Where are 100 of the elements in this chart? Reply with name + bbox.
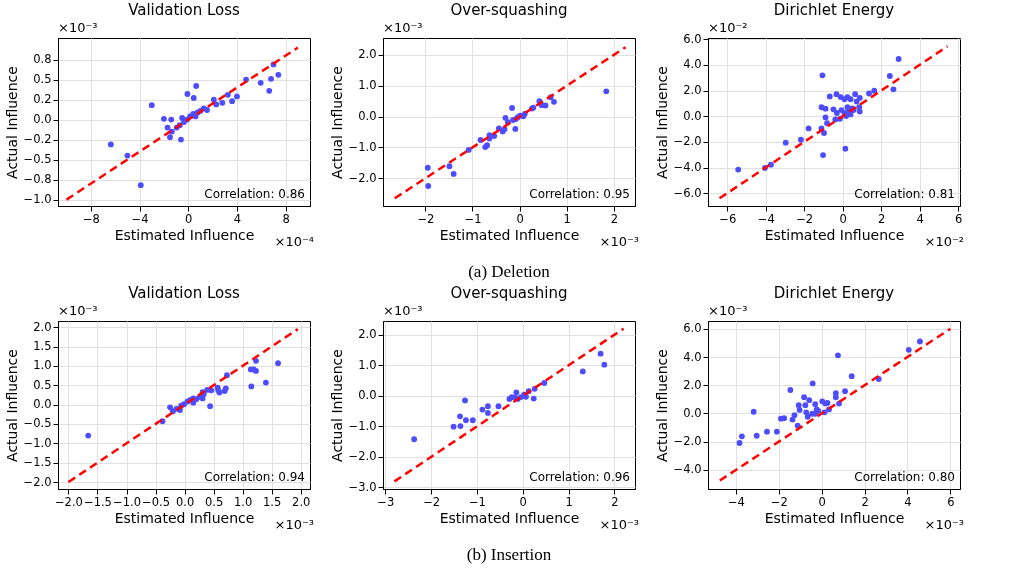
x-tick-label: −1.5 <box>84 494 112 509</box>
text: ×10⁻³ <box>599 234 639 249</box>
y-axis-title: Actual Influence <box>653 66 670 179</box>
x-tick-label: −4 <box>727 494 745 509</box>
x-tick-label: −1.0 <box>113 494 141 509</box>
x-tick-label: 2 <box>610 211 618 226</box>
y-tick-label: 1.5 <box>33 339 52 354</box>
y-tick-label: 2.0 <box>683 83 702 98</box>
x-tick-label: −4 <box>131 211 149 226</box>
text: (b) Insertion <box>466 545 552 564</box>
x-tick-label: −2 <box>770 494 788 509</box>
x-tick-label: 2 <box>861 494 869 509</box>
y-tick-label: 1.0 <box>33 358 52 373</box>
y-tick-label: 2.0 <box>683 377 702 392</box>
text: (a) Deletion <box>468 262 551 281</box>
x-tick-label: 8 <box>282 211 290 226</box>
x-tick-label: 4 <box>233 211 242 226</box>
y-tick-label: 4.0 <box>683 349 702 364</box>
y-tick-label: −0.2 <box>23 132 52 147</box>
x-tick-label: 1 <box>563 211 571 226</box>
y-tick-label: −1.0 <box>23 192 52 207</box>
y-tick-label: −2.0 <box>673 434 702 449</box>
chart-title: Validation Loss <box>128 1 241 19</box>
chart-title: Dirichlet Energy <box>773 284 895 302</box>
y-tick-label: 0.0 <box>33 397 52 412</box>
text: ×10⁻² <box>708 20 748 35</box>
x-tick-label: 0.5 <box>204 494 224 509</box>
annotation: Correlation: 0.95 <box>529 187 630 201</box>
y-tick-label: −3.0 <box>348 479 377 494</box>
y-axis-title: Actual Influence <box>328 66 345 179</box>
x-tick-label: −6 <box>719 211 737 226</box>
x-tick-label: 2 <box>877 211 886 226</box>
text: ×10⁻³ <box>274 517 314 532</box>
annotation: Correlation: 0.96 <box>529 470 630 484</box>
x-tick-label: 0 <box>519 494 527 509</box>
annotation: Correlation: 0.86 <box>204 187 305 201</box>
y-tick-label: −1.0 <box>348 418 377 433</box>
y-tick-label: 0.0 <box>33 112 52 127</box>
annotation: Correlation: 0.81 <box>854 187 955 201</box>
x-axis-title: Estimated Influence <box>114 510 255 526</box>
y-tick-label: 0.8 <box>33 52 52 67</box>
text: ×10⁻³ <box>708 303 748 318</box>
chart-title: Over-squashing <box>450 1 568 19</box>
y-axis-title: Actual Influence <box>3 349 20 462</box>
y-tick-label: −4.0 <box>673 160 702 175</box>
x-tick-label: 0 <box>839 211 847 226</box>
y-tick-label: 1.0 <box>358 357 377 372</box>
y-tick-label: 0.0 <box>683 108 702 123</box>
y-tick-label: −2.0 <box>348 449 377 464</box>
x-tick-label: 0 <box>818 494 826 509</box>
x-tick-label: 1 <box>565 494 573 509</box>
text: ×10⁻³ <box>58 303 98 318</box>
x-tick-label: −4 <box>757 211 775 226</box>
y-tick-label: 6.0 <box>683 31 702 46</box>
x-axis-title: Estimated Influence <box>114 227 255 243</box>
y-tick-label: 1.0 <box>358 78 377 93</box>
y-tick-label: 0.0 <box>358 388 377 403</box>
y-tick-label: 4.0 <box>683 57 702 72</box>
text: ×10⁻³ <box>58 20 98 35</box>
text: ×10⁻³ <box>383 303 423 318</box>
y-tick-label: −4.0 <box>673 462 702 477</box>
x-tick-label: 0.0 <box>175 494 195 509</box>
text: ×10⁻² <box>924 234 964 249</box>
x-tick-label: 6 <box>954 211 963 226</box>
y-tick-label: 0.0 <box>358 109 377 124</box>
chart-title: Dirichlet Energy <box>773 1 895 19</box>
y-tick-label: 2.0 <box>358 47 377 62</box>
chart-title: Validation Loss <box>128 284 241 302</box>
y-tick-label: −6.0 <box>673 185 702 200</box>
y-tick-label: 6.0 <box>683 321 702 336</box>
x-tick-label: −2 <box>796 211 814 226</box>
x-axis-title: Estimated Influence <box>439 510 580 526</box>
y-tick-label: 2.0 <box>358 327 377 342</box>
y-axis-title: Actual Influence <box>653 349 670 462</box>
x-tick-label: 4 <box>916 211 924 226</box>
y-tick-label: −0.5 <box>23 416 52 431</box>
x-tick-label: 1.5 <box>263 494 282 509</box>
text: ×10⁻³ <box>599 517 639 532</box>
x-tick-label: −2 <box>423 494 441 509</box>
x-tick-label: 0 <box>516 211 524 226</box>
y-tick-label: 0.5 <box>33 72 52 87</box>
y-tick-label: −2.0 <box>673 134 702 149</box>
text: ×10⁻³ <box>924 517 964 532</box>
annotation: Correlation: 0.94 <box>204 470 305 484</box>
x-tick-label: 6 <box>947 494 955 509</box>
x-tick-label: 2.0 <box>292 494 311 509</box>
x-tick-label: 1.0 <box>234 494 253 509</box>
x-axis-title: Estimated Influence <box>764 227 905 243</box>
x-tick-label: −1 <box>464 211 482 226</box>
x-axis-title: Estimated Influence <box>764 510 905 526</box>
x-axis-title: Estimated Influence <box>439 227 580 243</box>
y-axis-title: Actual Influence <box>328 349 345 462</box>
chart-title: Over-squashing <box>450 284 568 302</box>
text: ×10⁻⁴ <box>274 234 314 249</box>
x-tick-label: −2.0 <box>54 494 83 509</box>
annotation: Correlation: 0.80 <box>854 470 955 484</box>
x-tick-label: −0.5 <box>142 494 171 509</box>
y-tick-label: −1.0 <box>23 435 52 450</box>
y-tick-label: 2.0 <box>33 319 52 334</box>
y-tick-label: −2.0 <box>348 170 377 185</box>
